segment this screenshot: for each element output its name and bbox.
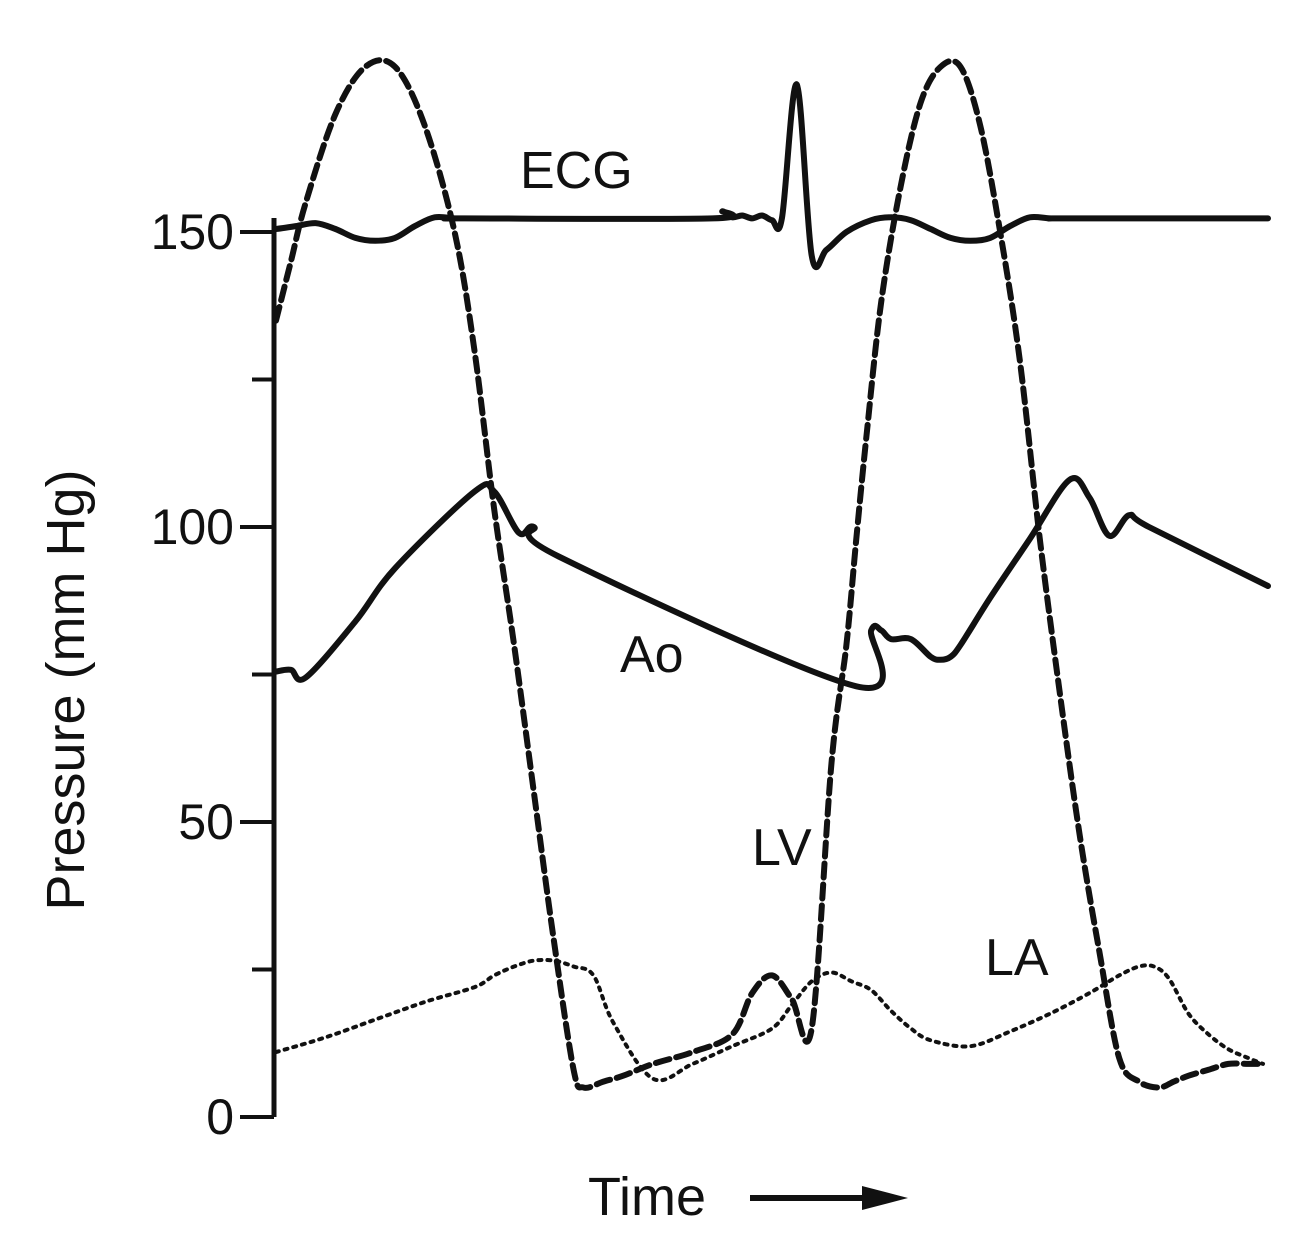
labels-layer: Pressure (mm Hg) Time ECG Ao LV LA (36, 142, 1049, 1227)
series-line-ecg (273, 81, 1271, 271)
y-tick-label: 50 (178, 794, 234, 850)
series-label-lv: LV (752, 819, 812, 877)
time-arrow-icon (750, 1186, 908, 1210)
series-label-ao: Ao (620, 626, 684, 684)
series-line-ao (273, 475, 1271, 691)
series-layer (273, 57, 1271, 1091)
x-axis-title: Time (588, 1167, 706, 1227)
axes: 0 50 100 150 (151, 204, 277, 1145)
series-label-ecg: ECG (520, 142, 633, 200)
series-line-la (274, 957, 1265, 1083)
y-tick-label: 100 (151, 499, 234, 555)
y-ticks: 0 50 100 150 (151, 204, 274, 1145)
y-tick-label: 150 (151, 204, 234, 260)
series-label-la: LA (985, 929, 1049, 987)
y-tick-label: 0 (206, 1089, 234, 1145)
series-line-lv (273, 57, 1266, 1091)
y-axis-title: Pressure (mm Hg) (36, 469, 96, 910)
